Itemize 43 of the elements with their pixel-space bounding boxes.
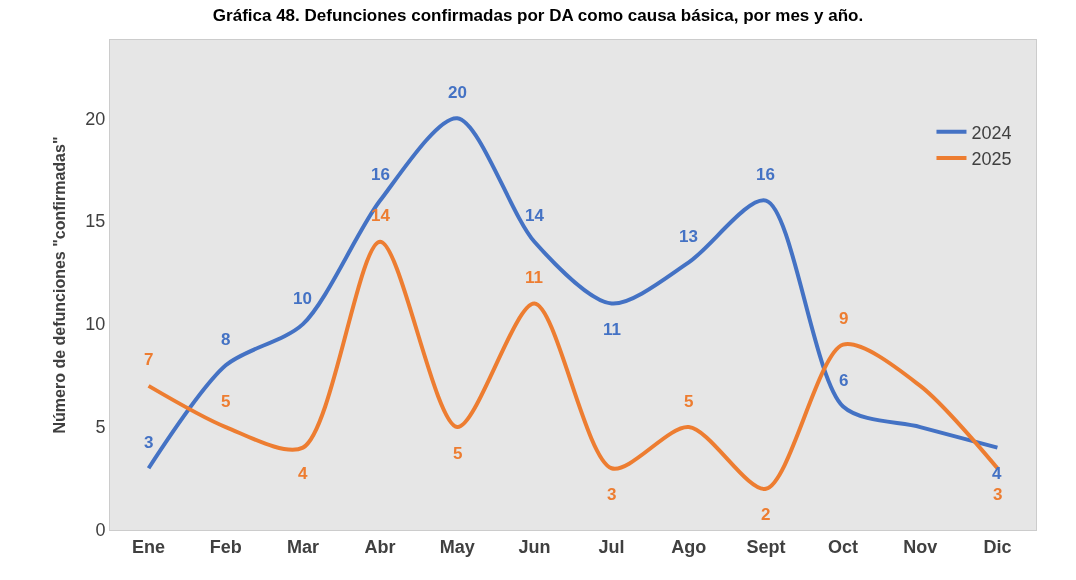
data-label: 16 (371, 165, 390, 184)
data-label: 2 (761, 505, 771, 524)
data-label: 3 (607, 485, 617, 504)
y-tick-label: 0 (95, 520, 106, 541)
legend-label: 2025 (971, 149, 1012, 170)
data-label: 8 (221, 330, 231, 349)
y-axis-title: Número de defunciones "confirmadas" (51, 136, 69, 434)
data-label: 20 (448, 83, 467, 102)
x-tick-label: Jun (518, 536, 551, 557)
data-label: 13 (679, 227, 698, 246)
data-label: 4 (298, 464, 308, 483)
data-label: 3 (144, 433, 154, 452)
x-tick-label: Ene (132, 536, 166, 557)
chart-title: Gráfica 48. Defunciones confirmadas por DA como causa básica, por mes y año. (212, 5, 864, 25)
y-tick-label: 15 (85, 211, 106, 232)
data-label: 10 (293, 289, 312, 308)
y-tick-label: 10 (85, 314, 106, 335)
data-label: 5 (453, 444, 463, 463)
data-label: 14 (525, 206, 545, 225)
y-tick-label: 5 (95, 417, 106, 438)
x-tick-label: Ago (671, 536, 707, 557)
x-tick-label: Sept (746, 536, 786, 557)
data-label: 11 (603, 320, 621, 339)
data-label: 5 (684, 392, 694, 411)
data-label: 5 (221, 392, 231, 411)
data-label: 11 (525, 268, 543, 287)
data-label: 9 (839, 309, 849, 328)
data-label: 7 (144, 350, 154, 369)
x-tick-label: Mar (286, 536, 319, 557)
x-tick-label: May (439, 536, 475, 557)
x-tick-label: Feb (209, 536, 242, 557)
x-tick-label: Nov (903, 536, 938, 557)
x-tick-label: Dic (983, 536, 1012, 557)
data-label: 4 (992, 464, 1002, 483)
data-label: 14 (371, 206, 391, 225)
data-label: 3 (993, 485, 1003, 504)
x-tick-label: Abr (364, 536, 396, 557)
y-tick-label: 20 (85, 108, 106, 129)
data-label: 16 (756, 165, 775, 184)
x-tick-label: Jul (598, 536, 625, 557)
legend-label: 2024 (971, 122, 1012, 143)
x-tick-label: Oct (828, 536, 859, 557)
data-label: 6 (839, 371, 849, 390)
